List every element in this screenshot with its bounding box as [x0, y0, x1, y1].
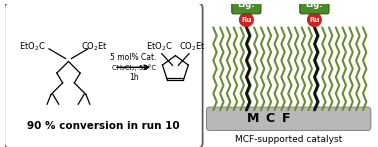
FancyBboxPatch shape [232, 0, 261, 14]
Text: F: F [282, 112, 290, 125]
FancyBboxPatch shape [206, 107, 371, 131]
Text: 5 mol% Cat.: 5 mol% Cat. [110, 53, 157, 62]
Text: 1h: 1h [129, 72, 138, 82]
Text: EtO$_2$C: EtO$_2$C [19, 41, 46, 53]
FancyBboxPatch shape [300, 0, 329, 14]
Text: M: M [247, 112, 259, 125]
Circle shape [308, 13, 321, 26]
Text: Lig.: Lig. [306, 0, 323, 9]
Text: 90 % conversion in run 10: 90 % conversion in run 10 [27, 121, 180, 131]
Text: EtO$_2$C: EtO$_2$C [146, 41, 172, 53]
Text: Lig.: Lig. [238, 0, 255, 9]
Text: Ru: Ru [241, 17, 251, 23]
Text: CH₂Cl₂, 50°C: CH₂Cl₂, 50°C [112, 64, 156, 71]
Circle shape [240, 13, 253, 26]
Text: CO$_2$Et: CO$_2$Et [81, 41, 108, 53]
Text: MCF-supported catalyst: MCF-supported catalyst [235, 135, 342, 144]
FancyBboxPatch shape [4, 3, 203, 147]
Text: CO$_2$Et: CO$_2$Et [180, 41, 206, 53]
Text: C: C [265, 112, 274, 125]
Text: Ru: Ru [309, 17, 319, 23]
